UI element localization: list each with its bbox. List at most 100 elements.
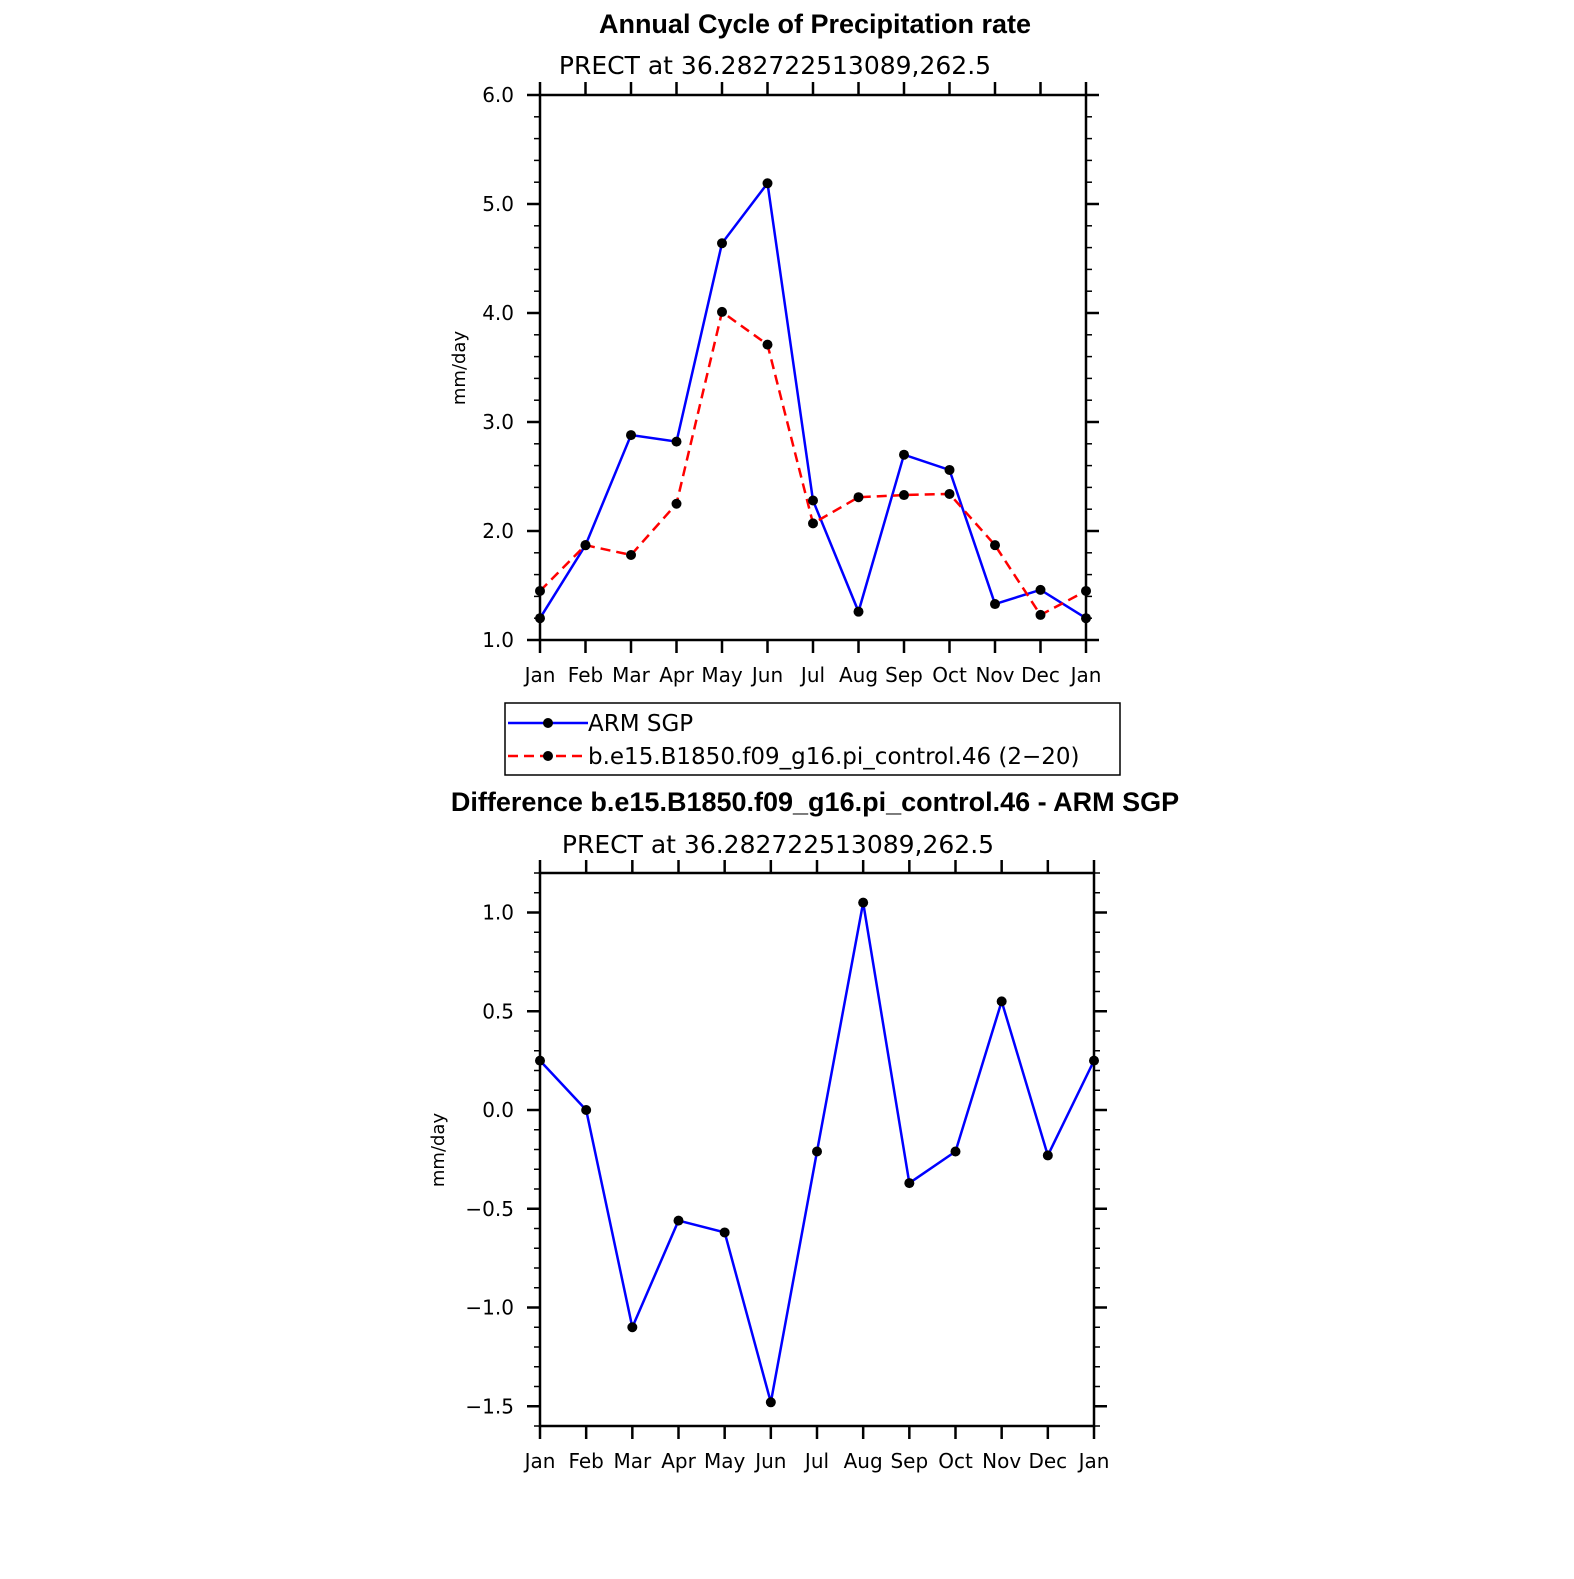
y-tick-label: −0.5 [465, 1197, 514, 1221]
y-tick-label: 1.0 [482, 628, 514, 652]
legend-item-arm-sgp: ARM SGP [508, 711, 693, 737]
x-tick-label: Jan [523, 1449, 556, 1473]
chart-title: Difference b.e15.B1850.f09_g16.pi_contro… [451, 787, 1179, 817]
x-tick-label: Dec [1021, 663, 1060, 687]
x-tick-label: Nov [975, 663, 1014, 687]
x-tick-label: Sep [885, 663, 923, 687]
x-axis-ticks: Jan Feb Mar Apr May Jun Jul Aug Sep Oct Nov Dec Jan [523, 82, 1101, 687]
x-tick-label: Jan [1077, 1449, 1110, 1473]
data-point-series-1 [580, 540, 591, 551]
data-point-series-0 [673, 1215, 684, 1226]
data-point-series-0 [535, 613, 545, 624]
x-tick-label: Mar [613, 1449, 652, 1473]
data-point-series-1 [626, 549, 636, 560]
x-tick-label: Nov [982, 1449, 1021, 1473]
data-point-series-0 [853, 606, 864, 617]
x-tick-label: Apr [661, 1449, 696, 1473]
data-point-series-0 [812, 1146, 822, 1157]
data-point-series-0 [996, 996, 1007, 1007]
data-point-series-1 [853, 492, 864, 503]
y-tick-label: 2.0 [482, 519, 514, 543]
y-tick-label: −1.5 [465, 1394, 514, 1418]
x-tick-label: Oct [932, 663, 967, 687]
data-point-series-0 [858, 897, 869, 908]
y-tick-label: 0.5 [482, 999, 514, 1023]
data-point-series-0 [765, 1397, 776, 1408]
y-tick-label: 5.0 [482, 192, 514, 216]
x-tick-label: Feb [568, 1449, 603, 1473]
x-tick-label: May [701, 663, 743, 687]
data-point-series-0 [626, 430, 636, 441]
chart-subtitle: PRECT at 36.282722513089,262.5 [562, 830, 994, 859]
y-axis-label: mm/day [449, 331, 470, 406]
data-point-series-0 [808, 495, 818, 506]
data-point-series-0 [627, 1322, 638, 1333]
data-point-series-0 [950, 1146, 961, 1157]
data-point-series-0 [1089, 1055, 1099, 1066]
annual-cycle-chart: Annual Cycle of Precipitation rate PRECT… [449, 9, 1101, 687]
x-tick-label: Mar [612, 663, 651, 687]
chart-title: Annual Cycle of Precipitation rate [599, 9, 1031, 39]
data-point-series-0 [1042, 1150, 1053, 1161]
difference-chart: Difference b.e15.B1850.f09_g16.pi_contro… [428, 787, 1179, 1473]
data-point-series-1 [990, 540, 1000, 551]
x-tick-label: Aug [844, 1449, 883, 1473]
legend-label-model: b.e15.B1850.f09_g16.pi_control.46 (2−20) [588, 744, 1080, 770]
data-point-series-0 [1081, 613, 1091, 624]
data-point-series-0 [899, 449, 909, 460]
legend-marker-model [543, 751, 553, 761]
data-point-series-0 [904, 1178, 915, 1189]
series-line-1 [539, 309, 1087, 617]
data-point-series-0 [944, 464, 955, 475]
x-tick-label: Jun [750, 663, 783, 687]
data-point-series-1 [899, 490, 909, 501]
data-point-series-0 [719, 1227, 730, 1238]
data-point-series-1 [671, 498, 682, 509]
plot-frame [538, 93, 1088, 642]
data-point-series-0 [990, 599, 1000, 610]
x-tick-label: Apr [659, 663, 694, 687]
plot-border [538, 93, 1088, 642]
data-point-series-0 [535, 1055, 545, 1066]
y-tick-label: 3.0 [482, 410, 514, 434]
y-axis-label: mm/day [428, 1113, 449, 1188]
series-group [535, 178, 1091, 624]
x-tick-label: Oct [938, 1449, 973, 1473]
y-tick-label: 0.0 [482, 1098, 514, 1122]
data-point-series-0 [762, 178, 773, 189]
data-point-series-1 [808, 518, 818, 529]
data-point-series-0 [671, 436, 682, 447]
legend-box [504, 702, 1121, 776]
x-tick-label: Jun [753, 1449, 786, 1473]
y-axis-ticks: 1.0 2.0 3.0 4.0 5.0 6.0 [482, 83, 1099, 652]
y-tick-label: 1.0 [482, 901, 514, 925]
x-tick-label: May [704, 1449, 746, 1473]
data-point-series-1 [1035, 609, 1046, 620]
legend-label-arm-sgp: ARM SGP [588, 711, 693, 737]
y-axis-ticks: −1.5 −1.0 −0.5 0.0 0.5 1.0 [465, 872, 1107, 1427]
data-point-series-0 [581, 1105, 592, 1115]
x-tick-label: Jan [523, 663, 556, 687]
data-point-series-0 [717, 238, 727, 249]
data-point-series-1 [762, 339, 773, 350]
data-point-series-0 [1035, 584, 1046, 595]
legend: ARM SGP b.e15.B1850.f09_g16.pi_control.4… [504, 702, 1121, 776]
chart-subtitle: PRECT at 36.282722513089,262.5 [559, 51, 991, 80]
x-axis-ticks: Jan Feb Mar Apr May Jun Jul Aug Sep Oct Nov Dec Jan [523, 860, 1110, 1473]
x-tick-label: Jul [803, 1449, 829, 1473]
legend-marker-arm-sgp [543, 718, 553, 728]
data-point-series-1 [717, 306, 727, 317]
x-tick-label: Dec [1028, 1449, 1067, 1473]
data-point-series-1 [944, 488, 955, 499]
data-point-series-1 [535, 585, 545, 596]
series-group [535, 897, 1099, 1408]
y-tick-label: 6.0 [482, 83, 514, 107]
x-tick-label: Aug [839, 663, 878, 687]
data-point-series-1 [1081, 585, 1091, 596]
x-tick-label: Jul [799, 663, 825, 687]
x-tick-label: Feb [568, 663, 603, 687]
y-tick-label: −1.0 [465, 1296, 514, 1320]
x-tick-label: Sep [890, 1449, 928, 1473]
